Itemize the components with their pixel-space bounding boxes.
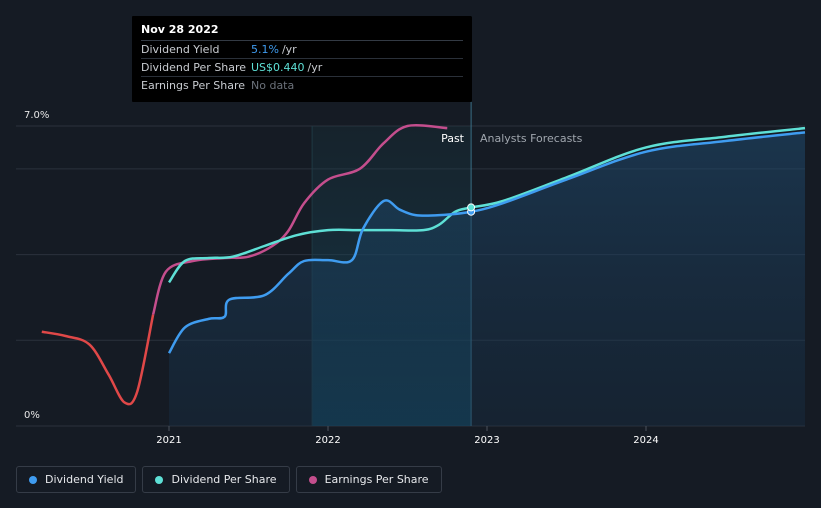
- tooltip-row-label: Dividend Per Share: [141, 61, 247, 74]
- legend-item-earnings-per-share[interactable]: Earnings Per Share: [295, 466, 442, 493]
- earnings-per-share-low-segment-line: [41, 314, 155, 406]
- dividend-per-share-line: [167, 126, 806, 284]
- x-tick-label: 2021: [156, 435, 181, 446]
- forecast-region-label: Analysts Forecasts: [480, 132, 583, 145]
- x-tick-label: 2023: [474, 435, 499, 446]
- legend-dot-icon: [155, 475, 164, 484]
- tooltip-row-value: 5.1%: [251, 43, 279, 56]
- tooltip-row-label: Dividend Yield: [141, 43, 220, 56]
- x-tick-label: 2024: [633, 435, 658, 446]
- tooltip-row-dividend-yield: Dividend Yield 5.1% /yr: [141, 41, 463, 59]
- past-region-label: Past: [441, 132, 465, 145]
- tooltip-row-value: US$0.440: [251, 61, 305, 74]
- legend-item-dividend-yield[interactable]: Dividend Yield: [16, 466, 137, 493]
- tooltip-row-value: No data: [251, 79, 295, 92]
- earnings-per-share-line: [151, 123, 448, 315]
- chart-legend: Dividend Yield Dividend Per Share Earnin…: [16, 466, 442, 493]
- tooltip-row-unit: /yr: [281, 43, 297, 56]
- tooltip-row-unit: /yr: [307, 61, 323, 74]
- legend-item-dividend-per-share[interactable]: Dividend Per Share: [142, 466, 290, 493]
- dividend-chart: 7.0% 0% Past Analysts Forecasts 2021 2022…: [16, 16, 806, 446]
- legend-dot-icon: [29, 475, 37, 484]
- legend-label: Earnings Per Share: [324, 473, 429, 486]
- tooltip-date: Nov 28 2022: [141, 23, 463, 41]
- tooltip-row-label: Earnings Per Share: [141, 79, 246, 92]
- tooltip-row-earnings-per-share: Earnings Per Share No data: [141, 77, 463, 94]
- y-axis-min-label: 0%: [24, 410, 40, 421]
- dividend-yield-line: [167, 131, 806, 354]
- legend-label: Dividend Per Share: [171, 473, 277, 486]
- dividend-per-share-marker: [467, 203, 476, 212]
- y-axis-max-label: 7.0%: [24, 110, 49, 121]
- data-tooltip: Nov 28 2022 Dividend Yield 5.1% /yr Divi…: [132, 16, 472, 102]
- tooltip-row-dividend-per-share: Dividend Per Share US$0.440 /yr: [141, 59, 463, 77]
- dividend-yield-area: [169, 132, 805, 426]
- legend-label: Dividend Yield: [45, 473, 124, 486]
- x-tick-label: 2022: [315, 435, 340, 446]
- legend-dot-icon: [308, 475, 317, 484]
